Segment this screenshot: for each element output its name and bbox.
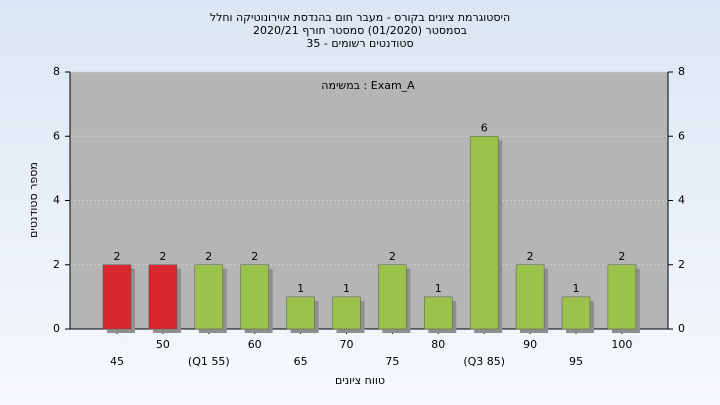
bar bbox=[332, 296, 361, 330]
bar bbox=[148, 264, 178, 330]
y2-tick-label: 0 bbox=[678, 322, 685, 335]
y2-tick-label: 2 bbox=[678, 258, 685, 271]
x-tick-label: (Q3 85) bbox=[463, 355, 505, 368]
x-tick-label: 65 bbox=[294, 355, 308, 368]
value-label: 6 bbox=[481, 121, 488, 134]
y-tick-label: 4 bbox=[53, 194, 60, 207]
value-label: 1 bbox=[573, 282, 580, 295]
value-label: 1 bbox=[297, 282, 304, 295]
x-tick-label: 95 bbox=[569, 355, 583, 368]
bar bbox=[378, 264, 407, 330]
bar bbox=[194, 264, 224, 330]
value-label: 2 bbox=[527, 250, 534, 263]
y-tick-label: 2 bbox=[53, 258, 60, 271]
x-tick-label: 75 bbox=[385, 355, 399, 368]
bar bbox=[469, 136, 499, 330]
chart-subtitle: בסמסטר (01/2020) סמסטר חורף 2020/21 bbox=[253, 24, 467, 37]
y2-tick-label: 6 bbox=[678, 129, 685, 142]
y2-tick-label: 8 bbox=[678, 65, 685, 78]
value-label: 2 bbox=[618, 250, 625, 263]
x-tick-label: (Q1 55) bbox=[188, 355, 230, 368]
y-tick-label: 8 bbox=[53, 65, 60, 78]
bar bbox=[424, 296, 453, 330]
y-tick-label: 0 bbox=[53, 322, 60, 335]
x-tick-label: 70 bbox=[340, 338, 354, 351]
value-label: 1 bbox=[343, 282, 350, 295]
y-axis-label: מספר סטודנטים bbox=[27, 162, 40, 238]
value-label: 2 bbox=[114, 250, 121, 263]
x-axis-label: טווח ציונים bbox=[335, 374, 385, 387]
chart-subtitle: 35 - סטודנטים רשומים bbox=[306, 37, 413, 50]
bar bbox=[102, 264, 132, 330]
annotation: במשימה : Exam_A bbox=[321, 79, 415, 92]
bar bbox=[240, 264, 269, 330]
bar bbox=[561, 296, 591, 330]
chart-title: היסטוגרמת ציונים בקורס - מעבר חום בהנדסת… bbox=[210, 11, 510, 24]
value-label: 2 bbox=[389, 250, 396, 263]
bar bbox=[515, 264, 545, 330]
value-label: 2 bbox=[159, 250, 166, 263]
bar bbox=[286, 296, 315, 330]
value-label: 2 bbox=[251, 250, 258, 263]
x-tick-label: 50 bbox=[156, 338, 170, 351]
x-tick-label: 90 bbox=[523, 338, 537, 351]
x-tick-label: 60 bbox=[248, 338, 262, 351]
value-label: 2 bbox=[205, 250, 212, 263]
y-tick-label: 6 bbox=[53, 129, 60, 142]
bar bbox=[607, 264, 637, 330]
value-label: 1 bbox=[435, 282, 442, 295]
x-tick-label: 45 bbox=[110, 355, 124, 368]
y2-tick-label: 4 bbox=[678, 194, 685, 207]
x-tick-label: 100 bbox=[611, 338, 632, 351]
x-tick-label: 80 bbox=[431, 338, 445, 351]
